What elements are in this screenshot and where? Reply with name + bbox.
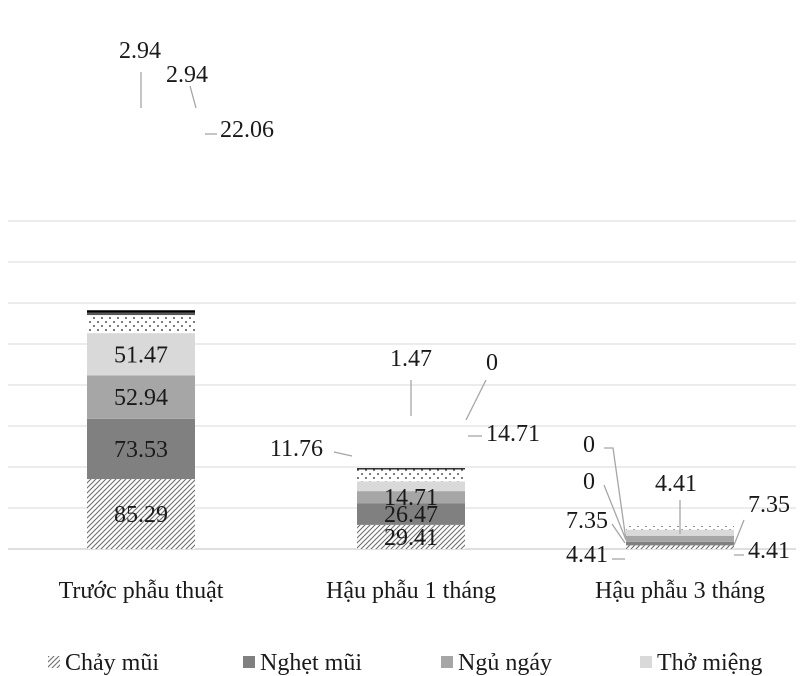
label-leader-line [611,523,626,544]
legend-swatch [441,656,453,668]
label-leader-line [189,85,197,109]
data-label: 11.76 [270,436,323,462]
legend-item-chay-mui: Chảy mũi [48,650,159,676]
data-label: 2.94 [119,38,161,64]
category-label: Hậu phẫu 3 tháng [595,578,765,604]
legend-label: Nghẹt mũi [260,650,362,676]
data-label: 73.53 [114,437,168,463]
bar-segment-series7 [87,310,195,313]
bar-hau-phau-1-thang [357,468,465,549]
data-label: 14.71 [486,421,540,447]
bar-segment-ngu-ngay [87,375,195,419]
legend: Chảy mũi Nghẹt mũi Ngủ ngáy Thở miệng [48,650,762,676]
bar-segment-tho-mieng [87,333,195,376]
bar-segment-series7 [357,468,465,470]
data-label: 4.41 [655,471,697,497]
legend-label: Ngủ ngáy [458,650,552,676]
data-label: 7.35 [566,508,608,534]
bar-segment-chay-mui [87,479,195,549]
bar-segment-tho-mieng [357,481,465,492]
data-label: 0 [583,432,595,458]
bar-segment-series5 [357,469,465,482]
legend-item-nghet-mui: Nghẹt mũi [243,650,362,676]
data-label: 0 [583,469,595,495]
legend-swatch [48,656,60,668]
label-leader-line [465,379,487,421]
label-leader-line [603,484,627,541]
data-label: 4.41 [748,538,790,564]
category-label: Trước phẫu thuật [59,578,224,604]
data-label: 85.29 [114,502,168,528]
bar-segment-series6 [87,312,195,316]
legend-label: Chảy mũi [65,650,159,676]
bar-segment-nghet-mui [87,418,195,480]
data-label: 14.71 [384,485,438,511]
bar-segment-chay-mui [626,545,734,549]
data-label: 52.94 [114,385,168,411]
bar-segment-series5 [87,315,195,334]
bar-segment-chay-mui [357,524,465,549]
data-label: 26.47 [384,502,438,528]
bar-segment-ngu-ngay [357,491,465,504]
legend-item-ngu-ngay: Ngủ ngáy [441,650,552,676]
bar-segment-nghet-mui [626,541,734,546]
data-label: 2.94 [166,62,208,88]
category-label: Hậu phẫu 1 tháng [326,578,496,604]
data-label: 0 [486,350,498,376]
label-leader-line [604,447,627,541]
data-label: 51.47 [114,342,168,368]
bar-truoc-phau-thuat [87,310,195,549]
bar-segment-nghet-mui [357,503,465,525]
legend-swatch [243,656,255,668]
data-label: 29.41 [384,525,438,551]
data-label: 4.41 [566,542,608,568]
data-label: 1.47 [390,346,432,372]
legend-item-tho-mieng: Thở miệng [640,650,762,676]
legend-label: Thở miệng [657,650,762,676]
data-label: 22.06 [220,117,274,143]
label-leader-line [333,451,353,457]
bar-segment-ngu-ngay [626,535,734,542]
label-leader-line [733,519,745,546]
data-label: 7.35 [748,492,790,518]
legend-swatch [640,656,652,668]
